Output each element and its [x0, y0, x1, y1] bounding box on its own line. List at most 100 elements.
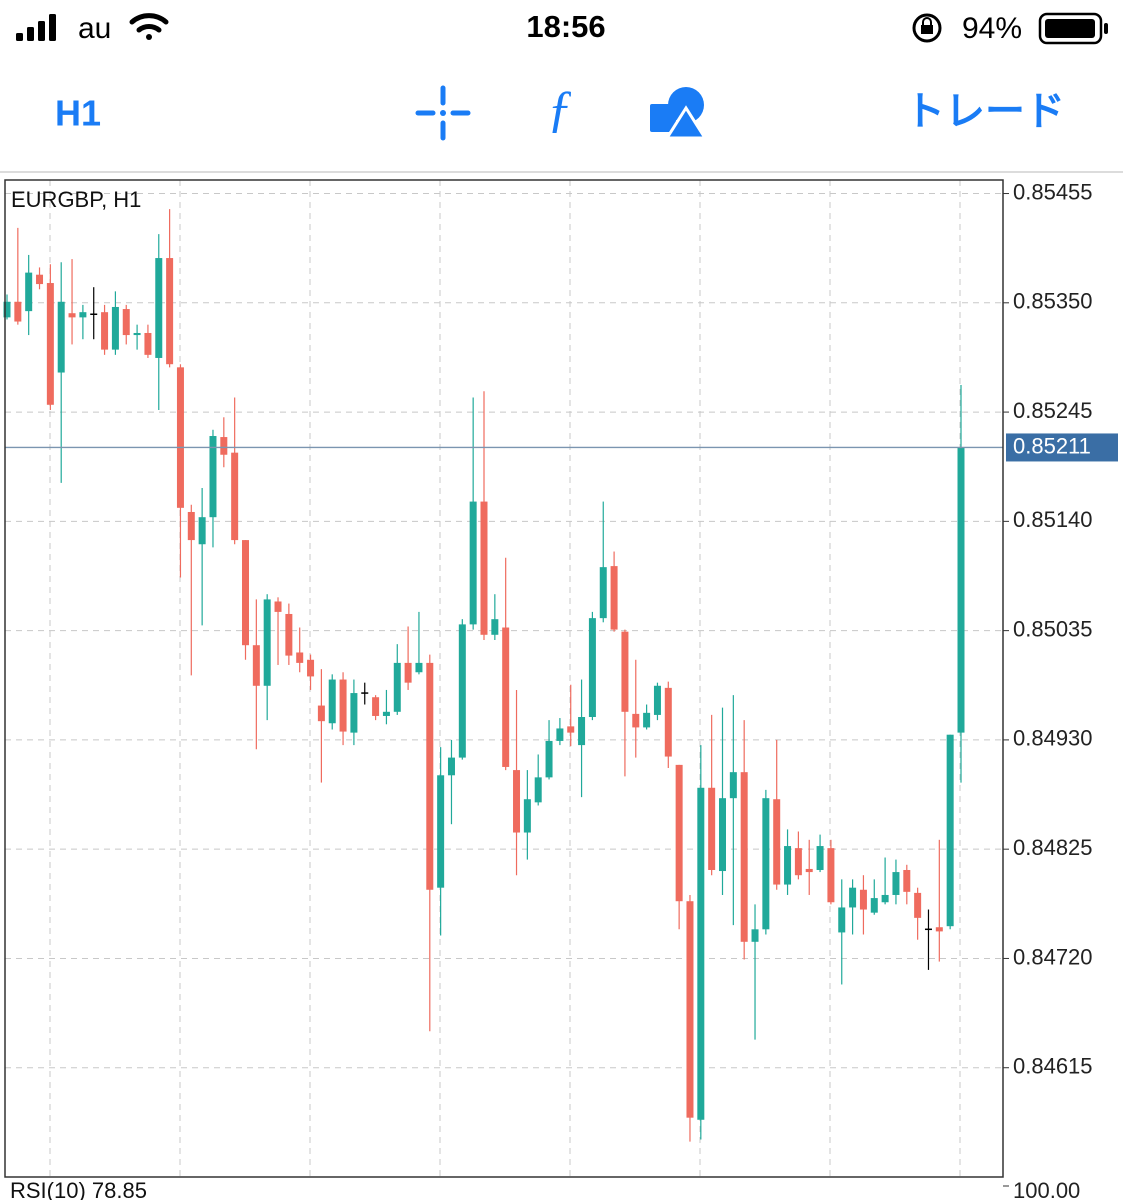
candle-body [751, 929, 759, 942]
y-tick-label: 0.85245 [1013, 398, 1093, 423]
candle-body [339, 679, 347, 732]
candle-body [859, 889, 867, 910]
candle-body [480, 501, 488, 635]
candle-body [220, 437, 228, 455]
indicator-tick-label: 100.00 [1013, 1178, 1080, 1200]
candle-body [404, 662, 412, 683]
y-tick-label: 0.85350 [1013, 289, 1093, 314]
candle-body [79, 312, 87, 318]
signal-bar [27, 27, 34, 41]
candle-body [46, 283, 54, 405]
candle-body [469, 501, 477, 625]
candle-body [90, 313, 98, 316]
candle-body [924, 928, 932, 931]
candle-body [567, 726, 575, 733]
candle-body [632, 713, 640, 728]
candle-body [491, 619, 499, 635]
toolbar: H1 ƒ トレード [55, 81, 1065, 141]
wifi-icon [129, 13, 169, 40]
candle-body [697, 787, 705, 1120]
candle-body [870, 898, 878, 913]
candle-body [285, 613, 293, 656]
candle-body [328, 679, 336, 724]
candle-body [816, 846, 824, 870]
candle-body [415, 662, 423, 673]
signal-bar [49, 14, 56, 41]
candle-body [274, 601, 282, 612]
candle-body [523, 799, 531, 833]
candle-body [946, 734, 954, 927]
candle-body [708, 787, 716, 870]
candle-body [296, 652, 304, 663]
candle-body [914, 892, 922, 918]
candle-body [534, 777, 542, 803]
candle-body [166, 258, 174, 365]
candle-body [14, 301, 22, 322]
objects-button[interactable] [650, 87, 708, 140]
rotation-lock-icon [912, 13, 942, 43]
candle-body [827, 848, 835, 903]
candle-body [437, 775, 445, 888]
candle-body [686, 901, 694, 1118]
y-tick-label: 0.85035 [1013, 616, 1093, 641]
candle-body [242, 540, 249, 646]
status-bar: au 18:56 94% [16, 9, 1108, 45]
crosshair-button[interactable] [415, 85, 471, 141]
chart-frame [4, 179, 1004, 1178]
candle-body [187, 511, 195, 541]
candle-body [317, 705, 325, 722]
y-tick-label: 0.84930 [1013, 726, 1093, 751]
candle-body [849, 887, 857, 908]
candle-body [155, 258, 163, 358]
candle-body [393, 662, 401, 712]
candle-body [556, 728, 564, 741]
candle-body [382, 711, 390, 716]
candle-body [502, 627, 510, 767]
candle-body [621, 631, 629, 712]
y-tick-label: 0.85140 [1013, 507, 1093, 532]
chart-background [0, 173, 1123, 1200]
candle-body [36, 274, 44, 285]
candle-body [447, 757, 455, 776]
candle-body [3, 301, 11, 318]
candle-body [122, 309, 130, 336]
candle-body [231, 452, 239, 541]
candle-body [881, 894, 889, 903]
indicators-button[interactable]: ƒ [547, 81, 573, 138]
candle-body [610, 566, 618, 630]
candle-body [144, 332, 152, 355]
candle-body [719, 798, 726, 872]
candle-body [664, 687, 672, 757]
candle-body [372, 697, 380, 716]
timeframe-button[interactable]: H1 [55, 93, 101, 134]
candle-body [838, 907, 846, 933]
candle-body [599, 567, 607, 619]
trade-button[interactable]: トレード [905, 90, 1065, 134]
candle-body [545, 740, 553, 778]
candle-body [957, 447, 965, 733]
candle-body [263, 599, 271, 686]
candle-body [111, 306, 119, 350]
candle-body [773, 799, 781, 885]
signal-bar [16, 33, 23, 41]
y-tick-label: 0.85455 [1013, 179, 1093, 204]
candle-body [101, 312, 109, 350]
candle-body [252, 645, 260, 686]
battery-percent: 94% [962, 12, 1022, 45]
last-price-box [1006, 433, 1118, 462]
battery-icon [1038, 12, 1108, 45]
candle-body [68, 313, 76, 318]
clock: 18:56 [526, 9, 605, 44]
candle-body [426, 662, 434, 890]
candle-body [892, 872, 900, 895]
candle-body [805, 868, 813, 873]
carrier: au [78, 12, 111, 45]
candle-body [176, 367, 184, 508]
plot [3, 209, 1003, 1142]
last-price-label: 0.85211 [1013, 433, 1091, 458]
candle-body [57, 301, 65, 373]
indicator-label: RSI(10) 78.85 [10, 1178, 147, 1200]
candle-body [903, 869, 911, 892]
candle-body [588, 618, 596, 718]
